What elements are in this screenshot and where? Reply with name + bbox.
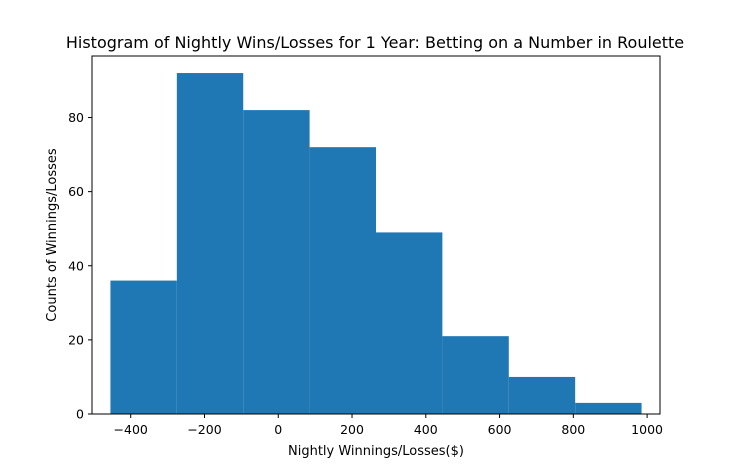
x-tick-label: 600 (488, 422, 512, 437)
histogram-bar-3 (309, 147, 376, 414)
y-axis-ticks: 0 20 40 60 80 (68, 110, 92, 422)
chart-title: Histogram of Nightly Wins/Losses for 1 Y… (66, 33, 684, 52)
histogram-bar-2 (243, 110, 310, 414)
bars-group (110, 73, 642, 415)
plot-frame (91, 55, 661, 415)
histogram-bar-4 (376, 232, 443, 414)
x-axis-ticks: −400 −200 0 200 400 600 800 1000 (114, 414, 663, 437)
y-tick-label: 80 (68, 110, 84, 125)
y-tick-label: 20 (68, 332, 84, 347)
y-tick-label: 40 (68, 258, 84, 273)
x-tick-label: 800 (561, 422, 585, 437)
histogram-bar-1 (176, 73, 244, 415)
x-axis-label: Nightly Winnings/Losses($) (288, 444, 464, 459)
x-tick-label: 0 (274, 422, 282, 437)
x-tick-label: 200 (340, 422, 364, 437)
x-tick-label: −400 (114, 422, 148, 437)
histogram-bar-5 (442, 336, 509, 414)
y-tick-label: 0 (76, 407, 84, 422)
y-axis-label: Counts of Winnings/Losses (45, 148, 60, 322)
x-tick-label: 1000 (631, 422, 663, 437)
y-tick-label: 60 (68, 184, 84, 199)
x-tick-label: −200 (187, 422, 221, 437)
histogram-bar-6 (508, 376, 576, 414)
histogram-bar-7 (575, 402, 642, 414)
x-tick-label: 400 (414, 422, 438, 437)
histogram-bar-0 (110, 280, 177, 414)
